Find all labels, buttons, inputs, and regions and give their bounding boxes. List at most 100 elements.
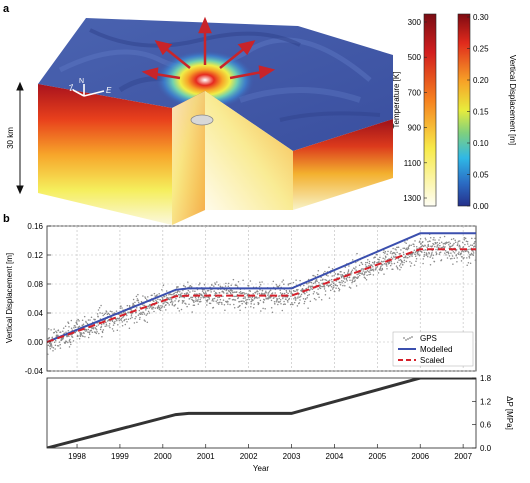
gps-point (120, 305, 122, 307)
gps-point (356, 252, 358, 255)
gps-point (449, 246, 451, 249)
gps-point (242, 300, 244, 302)
gps-point (175, 291, 177, 293)
gps-point (203, 289, 205, 291)
gps-point (87, 319, 90, 321)
gps-point (431, 251, 433, 254)
gps-point (236, 284, 238, 287)
displacement-tick-label: 0.25 (473, 45, 489, 54)
gps-point (309, 281, 311, 284)
gps-point (431, 249, 434, 252)
displacement-colorbar-label: Vertical Displacement [m] (508, 55, 517, 145)
gps-point (366, 274, 368, 276)
gps-point (170, 299, 173, 301)
gps-point (281, 281, 283, 283)
gps-point (139, 316, 141, 319)
gps-point (219, 301, 221, 303)
gps-point (426, 255, 429, 258)
year-tick-label: 2000 (154, 452, 172, 461)
gps-point (433, 243, 435, 246)
gps-point (282, 303, 285, 306)
gps-point (191, 296, 194, 299)
gps-point (177, 290, 179, 292)
gps-point (419, 246, 421, 249)
gps-point (177, 307, 179, 310)
gps-point (253, 297, 256, 300)
gps-point (310, 288, 312, 290)
gps-point (82, 323, 85, 326)
gps-point (280, 302, 282, 305)
gps-point (294, 290, 296, 293)
gps-point (347, 270, 350, 273)
gps-point (328, 279, 331, 282)
gps-point (81, 319, 84, 322)
gps-point (116, 319, 118, 322)
gps-point (432, 238, 434, 241)
gps-point (460, 260, 463, 262)
gps-point (120, 319, 123, 321)
gps-point (181, 302, 184, 304)
gps-point (87, 328, 90, 331)
gps-point (308, 285, 310, 287)
gps-point (180, 308, 183, 311)
gps-point (369, 269, 371, 271)
gps-point (76, 323, 78, 325)
gps-point (67, 330, 70, 332)
pressure-y-ticks: 0.0 0.6 1.2 1.8 (472, 374, 492, 453)
gps-point (247, 296, 250, 298)
gps-point (390, 250, 392, 253)
gps-point (461, 241, 464, 244)
gps-point (268, 291, 270, 294)
gps-point (258, 296, 260, 299)
gps-point (283, 283, 285, 286)
gps-point (84, 335, 86, 338)
gps-point (291, 302, 293, 304)
gps-point (237, 281, 240, 283)
gps-point (367, 259, 369, 261)
gps-point (85, 321, 87, 324)
gps-point (177, 293, 180, 296)
gps-point (435, 242, 437, 245)
gps-point (362, 268, 365, 270)
gps-point (368, 273, 370, 276)
gps-point (304, 298, 307, 300)
gps-point (283, 292, 286, 295)
gps-point (278, 297, 280, 300)
gps-point (165, 304, 167, 306)
gps-point (341, 274, 344, 276)
gps-point (126, 321, 128, 323)
gps-point (407, 246, 410, 249)
gps-point (389, 264, 392, 267)
gps-point (377, 272, 380, 274)
gps-point (121, 324, 124, 327)
gps-point (466, 257, 468, 259)
gps-point (224, 285, 227, 287)
gps-point (189, 285, 192, 287)
gps-point (267, 294, 269, 297)
gps-point (193, 304, 196, 306)
gps-point (320, 276, 322, 279)
gps-point (225, 300, 227, 303)
panel-b-label: b (3, 213, 10, 225)
gps-point (173, 292, 176, 294)
gps-point (319, 287, 322, 290)
gps-point (467, 261, 470, 264)
gps-point (424, 237, 427, 239)
pressure-y-label: ΔP [MPa] (505, 396, 514, 430)
gps-point (262, 293, 264, 295)
gps-point (144, 296, 146, 298)
gps-point (411, 255, 413, 257)
gps-point (70, 327, 73, 330)
gps-point (394, 252, 396, 254)
gps-point (172, 301, 174, 303)
gps-point (306, 283, 308, 285)
gps-point (76, 320, 78, 322)
gps-point (384, 258, 386, 260)
gps-point (408, 244, 411, 246)
gps-point (312, 282, 315, 285)
gps-point (355, 269, 357, 271)
magma-chamber (190, 114, 214, 126)
temperature-tick-label: 300 (408, 18, 422, 27)
gps-point (361, 263, 364, 266)
gps-point (321, 285, 323, 288)
